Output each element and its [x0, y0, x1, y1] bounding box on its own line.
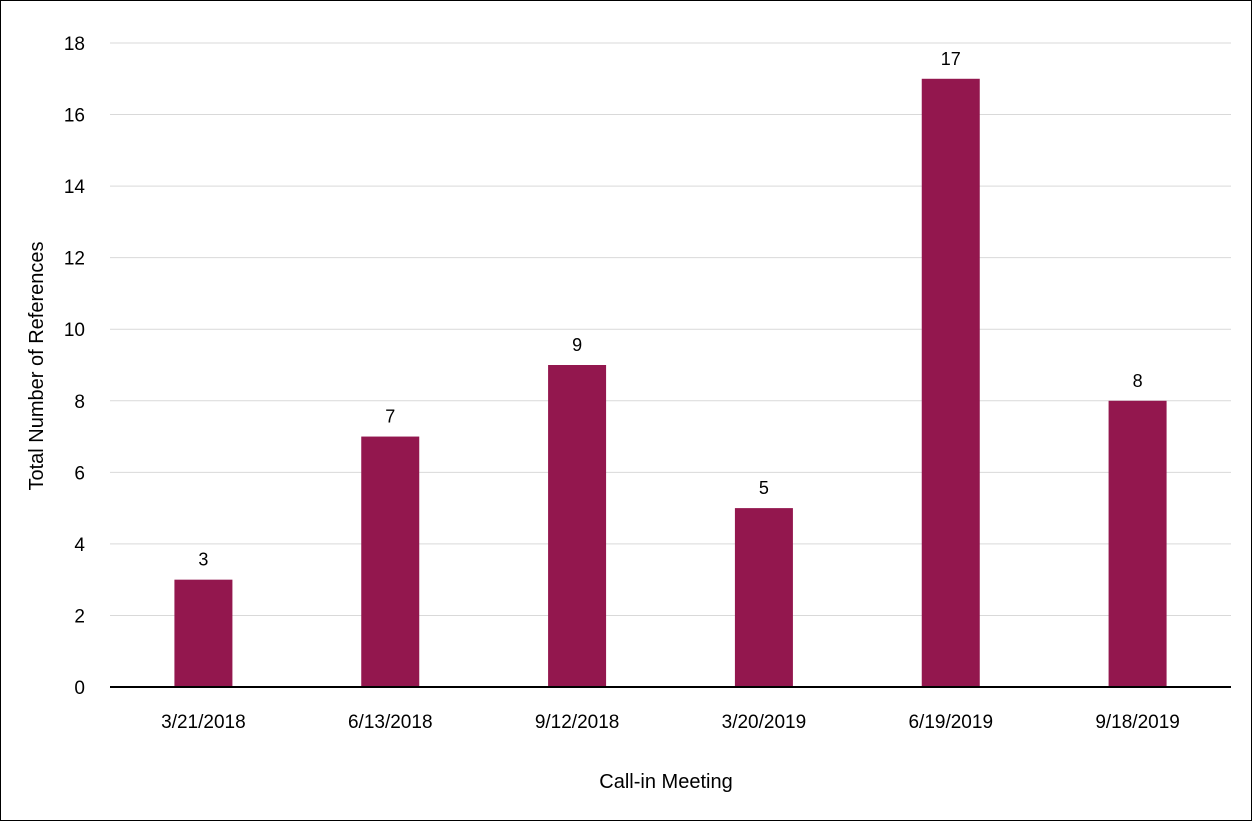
labels: 0 2 4 6 8 10 12 14 16 18 3 3/21/2018 7 6/13/2018 9 9/12… — [64, 34, 1180, 733]
y-axis-title: Total Number of References — [26, 241, 48, 490]
x-tick-label: 9/18/2019 — [1095, 712, 1180, 733]
y-tick-label: 4 — [74, 535, 85, 556]
y-tick-label: 6 — [74, 463, 85, 484]
x-tick-label: 3/20/2019 — [722, 712, 807, 733]
y-tick-label: 0 — [74, 678, 85, 699]
y-tick-label: 16 — [64, 106, 85, 127]
bar — [548, 365, 607, 687]
gridlines — [110, 42, 1231, 616]
bar — [1108, 400, 1167, 687]
y-tick-label: 10 — [64, 320, 85, 341]
y-tick-label: 18 — [64, 34, 85, 55]
bars — [174, 78, 1167, 688]
x-axis-title: Call-in Meeting — [599, 771, 732, 793]
data-label: 8 — [1133, 371, 1143, 391]
data-label: 7 — [385, 407, 395, 427]
bar — [361, 436, 420, 687]
x-tick-label: 3/21/2018 — [161, 712, 246, 733]
y-tick-label: 12 — [64, 249, 85, 270]
data-label: 5 — [759, 478, 769, 498]
data-label: 17 — [941, 49, 961, 69]
x-tick-label: 9/12/2018 — [535, 712, 620, 733]
x-tick-label: 6/13/2018 — [348, 712, 433, 733]
x-tick-label: 6/19/2019 — [908, 712, 993, 733]
bar — [921, 78, 980, 688]
data-label: 3 — [198, 550, 208, 570]
y-tick-label: 2 — [74, 606, 85, 627]
bar — [734, 508, 793, 687]
y-tick-label: 8 — [74, 392, 85, 413]
data-label: 9 — [572, 335, 582, 355]
bar — [174, 579, 233, 687]
y-tick-label: 14 — [64, 177, 86, 198]
